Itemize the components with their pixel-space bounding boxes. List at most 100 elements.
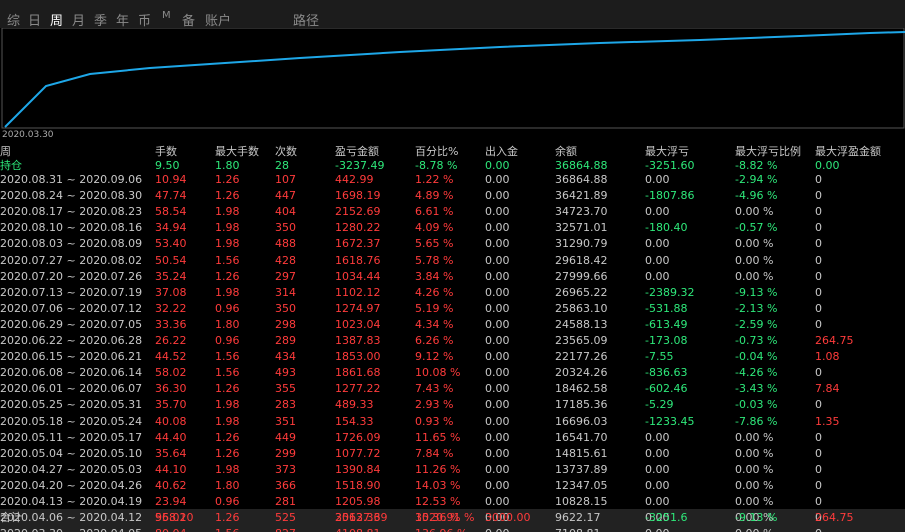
- row-cell: 0: [815, 462, 822, 476]
- row-cell: 13737.89: [555, 462, 608, 476]
- row-cell: 1387.83: [335, 334, 381, 347]
- row-cell: 32571.01: [555, 221, 608, 235]
- tab[interactable]: 年: [116, 14, 130, 29]
- tab[interactable]: M: [162, 10, 171, 21]
- holding-cell: -3237.49: [335, 159, 385, 172]
- total-cell: 合计: [0, 511, 22, 524]
- row-cell: 0.00 %: [735, 237, 774, 251]
- row-cell: 0.00: [645, 462, 670, 476]
- row-cell: 350: [275, 221, 296, 235]
- row-cell: 1518.90: [335, 478, 381, 492]
- row-cell: 298: [275, 317, 296, 331]
- holding-cell: 9.50: [155, 159, 180, 172]
- row-cell: -836.63: [645, 366, 688, 380]
- row-cell: 18462.58: [555, 382, 608, 396]
- row-cell: 0.00: [485, 189, 510, 203]
- row-cell: -0.04 %: [735, 350, 778, 364]
- row-cell: 2.93 %: [415, 398, 454, 412]
- row-cell: -7.55: [645, 350, 674, 364]
- row-cell: 2020.06.15 ~ 2020.06.21: [0, 350, 143, 364]
- row-cell: 0: [815, 205, 822, 219]
- tab[interactable]: 月: [72, 14, 86, 29]
- row-cell: 2020.05.11 ~ 2020.05.17: [0, 430, 143, 444]
- holding-cell: -8.78 %: [415, 159, 458, 172]
- row-cell: 0.93 %: [415, 414, 454, 428]
- row-cell: -531.88: [645, 301, 688, 315]
- row-cell: 299: [275, 446, 296, 460]
- row-cell: 26965.22: [555, 285, 608, 299]
- tab[interactable]: 币: [138, 14, 152, 29]
- row-cell: 283: [275, 398, 296, 412]
- row-cell: 449: [275, 430, 296, 444]
- row-cell: 32.22: [155, 301, 187, 315]
- row-cell: 0.00: [645, 527, 670, 532]
- date-label: 2020.03.30: [2, 130, 54, 140]
- row-cell: 1.98: [215, 221, 240, 235]
- tab[interactable]: 备: [182, 14, 196, 29]
- row-cell: 35.64: [155, 446, 187, 460]
- header-cell: 出入金: [485, 145, 518, 158]
- row-cell: 17185.36: [555, 398, 608, 412]
- equity-line: [4, 31, 905, 128]
- row-cell: 53.40: [155, 237, 187, 251]
- row-cell: 14815.61: [555, 446, 608, 460]
- tab[interactable]: 季: [94, 14, 108, 29]
- row-cell: 0.00: [485, 253, 510, 267]
- row-cell: 6.26 %: [415, 334, 454, 347]
- row-cell: 525: [275, 511, 296, 525]
- row-cell: 0: [815, 430, 822, 444]
- row-cell: 350: [275, 301, 296, 315]
- row-cell: -2.94 %: [735, 173, 778, 186]
- header-cell: 最大浮亏比例: [735, 145, 801, 158]
- row-cell: 0: [815, 253, 822, 267]
- row-cell: 1853.00: [335, 350, 381, 364]
- row-cell: 434: [275, 350, 296, 364]
- row-cell: 0.00: [485, 285, 510, 299]
- row-cell: 1102.12: [335, 285, 381, 299]
- tab[interactable]: 账户: [205, 14, 232, 29]
- row-cell: 1.98: [215, 285, 240, 299]
- tab[interactable]: 综: [7, 14, 21, 29]
- row-cell: 0.00: [645, 446, 670, 460]
- tab[interactable]: 路径: [293, 14, 320, 29]
- holding-cell: -3251.60: [645, 159, 695, 172]
- tab[interactable]: 日: [28, 14, 42, 29]
- row-cell: 35.24: [155, 269, 187, 283]
- header-cell: 盈亏金额: [335, 145, 379, 158]
- row-cell: 24588.13: [555, 317, 608, 331]
- row-cell: 1726.09: [335, 430, 381, 444]
- row-cell: 1034.44: [335, 269, 381, 283]
- holding-cell: -8.82 %: [735, 159, 778, 172]
- row-cell: -613.49: [645, 317, 688, 331]
- row-cell: 1274.97: [335, 301, 381, 315]
- row-cell: 0.96: [215, 301, 240, 315]
- row-cell: 1.26: [215, 511, 240, 525]
- row-cell: 489.33: [335, 398, 374, 412]
- holding-cell: 持仓: [0, 159, 22, 172]
- row-cell: 80.04: [155, 527, 187, 532]
- row-cell: 366: [275, 478, 296, 492]
- tab[interactable]: 周: [50, 14, 64, 29]
- row-cell: 58.02: [155, 366, 187, 380]
- row-cell: 0.00: [645, 269, 670, 283]
- row-cell: 12347.05: [555, 478, 608, 492]
- row-cell: 1.98: [215, 205, 240, 219]
- row-cell: 2020.05.04 ~ 2020.05.10: [0, 446, 143, 460]
- row-cell: 0.00: [485, 334, 510, 347]
- row-cell: 0.00: [645, 478, 670, 492]
- row-cell: 289: [275, 334, 296, 347]
- total-cell: -3251.6: [645, 511, 688, 524]
- row-cell: 7.84 %: [415, 446, 454, 460]
- row-cell: 0.00: [485, 446, 510, 460]
- row-cell: 0.96: [215, 334, 240, 347]
- row-cell: 27999.66: [555, 269, 608, 283]
- row-cell: 5.19 %: [415, 301, 454, 315]
- row-cell: 2020.03.30 ~ 2020.04.05: [0, 527, 142, 532]
- row-cell: 0.00 %: [735, 495, 774, 508]
- row-cell: 1618.76: [335, 253, 381, 267]
- row-cell: 428: [275, 253, 296, 267]
- row-cell: 107: [275, 173, 296, 186]
- row-cell: -2.59 %: [735, 317, 778, 331]
- row-cell: 0.00 %: [735, 269, 774, 283]
